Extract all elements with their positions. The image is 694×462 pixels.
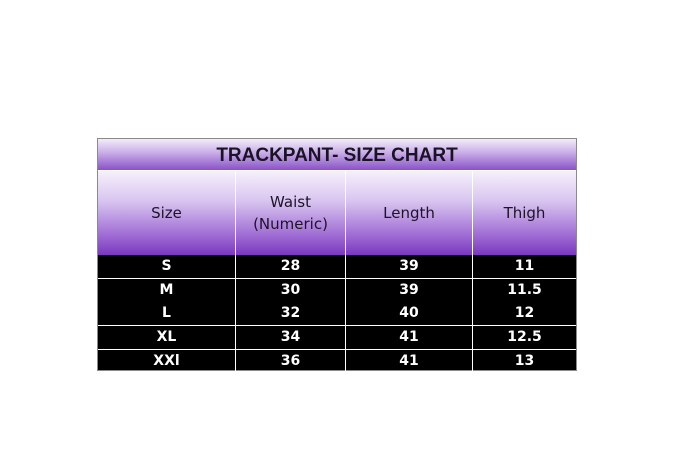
header-waist-sublabel: (Numeric): [253, 215, 328, 233]
cell-size: XXl: [98, 350, 236, 373]
header-length: Length: [346, 171, 473, 255]
header-waist-label: Waist: [270, 193, 311, 211]
cell-waist: 28: [236, 255, 346, 278]
table-row: XL 34 41 12.5: [98, 325, 576, 349]
header-size-label: Size: [151, 204, 182, 222]
header-row: Size Waist (Numeric) Length Thigh: [98, 171, 576, 255]
cell-waist: 32: [236, 302, 346, 325]
header-length-label: Length: [383, 204, 435, 222]
header-waist: Waist (Numeric): [236, 171, 346, 255]
cell-size: S: [98, 255, 236, 278]
header-thigh-label: Thigh: [503, 204, 546, 222]
chart-title: TRACKPANT- SIZE CHART: [98, 139, 576, 171]
cell-length: 39: [346, 255, 473, 278]
table-row: L 32 40 12: [98, 302, 576, 325]
cell-size: XL: [98, 326, 236, 349]
cell-size: L: [98, 302, 236, 325]
cell-length: 40: [346, 302, 473, 325]
cell-waist: 34: [236, 326, 346, 349]
cell-waist: 36: [236, 350, 346, 373]
cell-length: 41: [346, 350, 473, 373]
size-chart-table: TRACKPANT- SIZE CHART Size Waist (Numeric…: [97, 138, 577, 373]
cell-thigh: 13: [514, 353, 535, 369]
header-size: Size: [98, 171, 236, 255]
cell-waist: 30: [236, 279, 346, 302]
cell-thigh: 12: [514, 305, 535, 321]
table-body: S 28 39 11 M 30 39 11.5 L 32 40 12 XL 34 41 12.5 XXl 36 41…: [98, 255, 576, 373]
cell-thigh: 12.5: [507, 329, 542, 345]
cell-thigh: 11: [514, 258, 535, 274]
cell-length: 41: [346, 326, 473, 349]
cell-length: 39: [346, 279, 473, 302]
header-thigh: Thigh: [473, 171, 576, 255]
cell-thigh: 11.5: [507, 282, 542, 298]
cell-size: M: [98, 279, 236, 302]
table-row: M 30 39 11.5: [98, 278, 576, 302]
table-row: S 28 39 11: [98, 255, 576, 278]
table-row: XXl 36 41 13: [98, 349, 576, 373]
